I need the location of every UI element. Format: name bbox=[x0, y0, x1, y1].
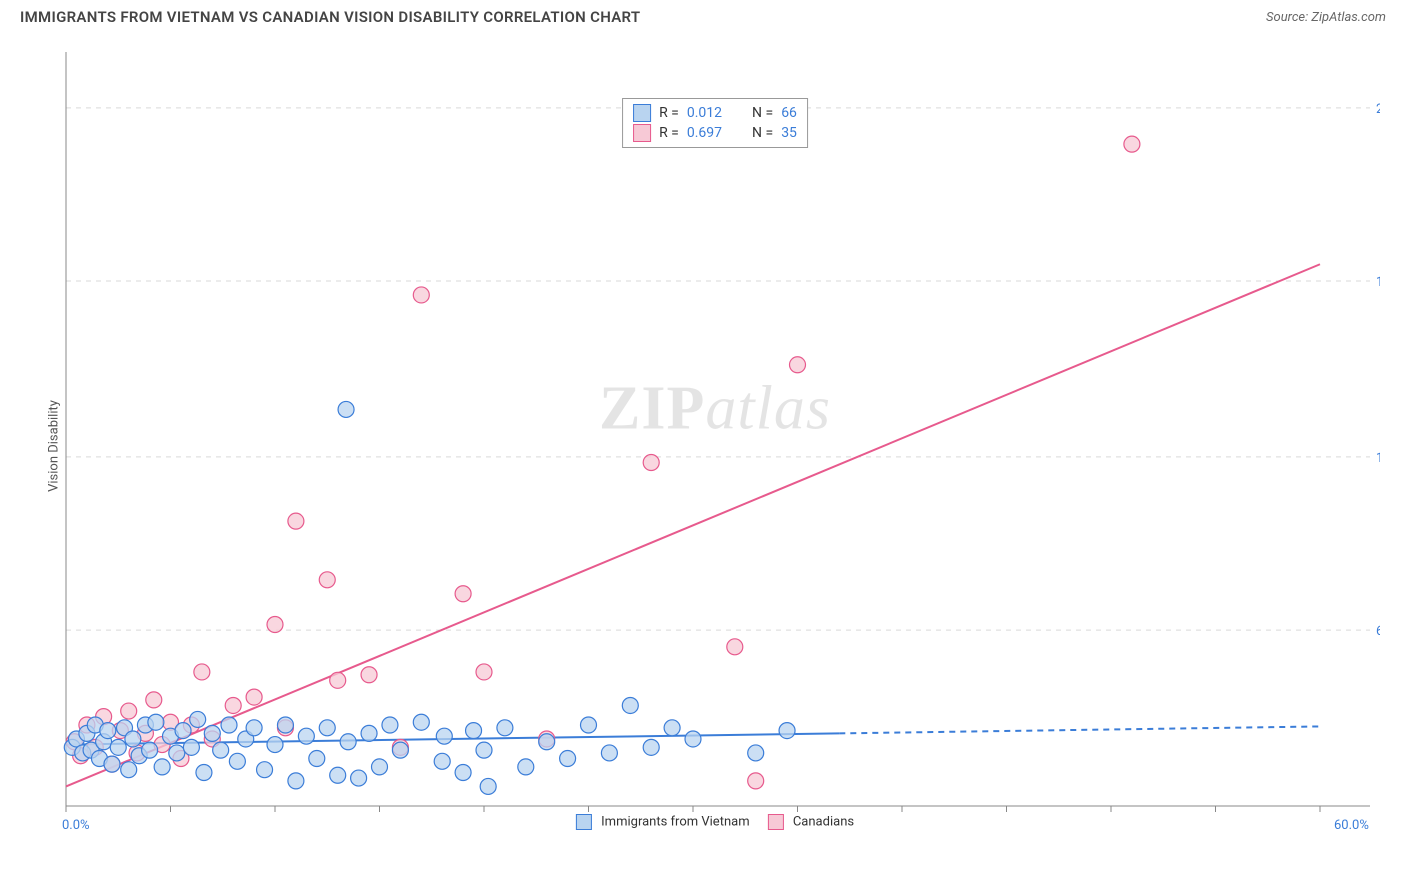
legend-label-vietnam: Immigrants from Vietnam bbox=[601, 814, 749, 829]
correlation-legend-row: R = 0.012 N = 66 bbox=[633, 103, 797, 123]
legend-swatch-pink bbox=[768, 814, 784, 830]
r-label: R = bbox=[659, 125, 679, 141]
svg-text:18.8%: 18.8% bbox=[1376, 275, 1380, 290]
n-label: N = bbox=[752, 105, 773, 121]
chart-area: 6.3%12.5%18.8%25.0% ZIPatlas R =0.012N =… bbox=[50, 46, 1380, 836]
series-legend: Immigrants from Vietnam Canadians bbox=[576, 814, 854, 830]
legend-swatch bbox=[633, 104, 651, 122]
legend-swatch bbox=[633, 124, 651, 142]
svg-text:6.3%: 6.3% bbox=[1376, 624, 1380, 639]
x-axis-start-label: 0.0% bbox=[62, 818, 90, 833]
svg-text:12.5%: 12.5% bbox=[1376, 451, 1380, 466]
legend-label-canadians: Canadians bbox=[793, 814, 854, 829]
legend-item-vietnam: Immigrants from Vietnam bbox=[576, 814, 750, 830]
chart-title: IMMIGRANTS FROM VIETNAM VS CANADIAN VISI… bbox=[20, 8, 640, 26]
n-value: 35 bbox=[781, 125, 797, 141]
x-axis-end-label: 60.0% bbox=[1334, 818, 1369, 833]
r-label: R = bbox=[659, 105, 679, 121]
correlation-legend-row: R = 0.697 N = 35 bbox=[633, 123, 797, 143]
legend-item-canadians: Canadians bbox=[768, 814, 854, 830]
svg-text:25.0%: 25.0% bbox=[1376, 102, 1380, 117]
n-label: N = bbox=[752, 125, 773, 141]
r-value: 0.697 bbox=[687, 125, 722, 141]
scatter-plot-svg: 6.3% 12.5% 18.8% 25.0% bbox=[50, 46, 1380, 836]
source-label: Source: ZipAtlas.com bbox=[1266, 10, 1386, 25]
legend-swatch-blue bbox=[576, 814, 592, 830]
r-value: 0.012 bbox=[687, 105, 722, 121]
correlation-legend-box: R = 0.012 N = 66 R = 0.697 N = 35 bbox=[622, 98, 808, 148]
n-value: 66 bbox=[781, 105, 797, 121]
